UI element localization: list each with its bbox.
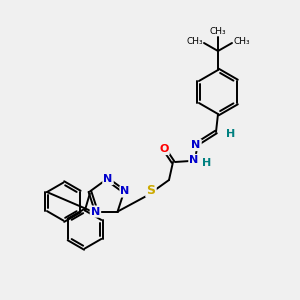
Text: N: N xyxy=(191,140,201,150)
Text: S: S xyxy=(146,184,155,196)
Text: CH₃: CH₃ xyxy=(233,38,250,46)
Text: N: N xyxy=(189,155,199,165)
Text: N: N xyxy=(91,207,100,217)
Text: CH₃: CH₃ xyxy=(186,38,203,46)
Text: H: H xyxy=(202,158,211,168)
Text: N: N xyxy=(103,174,112,184)
Text: O: O xyxy=(159,144,169,154)
Text: CH₃: CH₃ xyxy=(210,27,226,36)
Text: N: N xyxy=(121,186,130,197)
Text: H: H xyxy=(226,129,235,139)
